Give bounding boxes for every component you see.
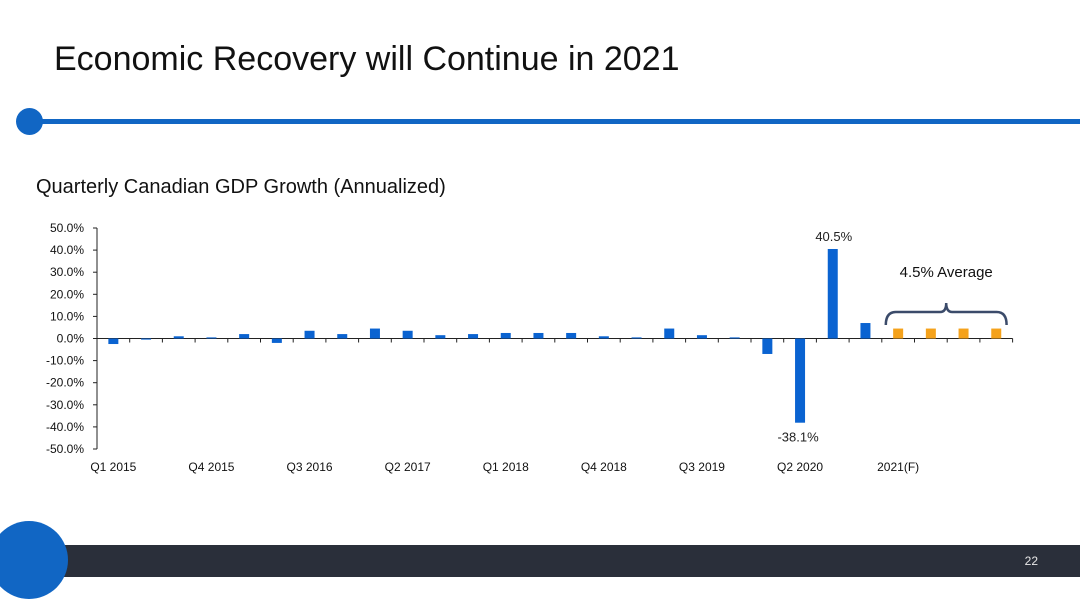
bar-actual bbox=[729, 337, 740, 339]
bar-actual bbox=[860, 323, 871, 339]
y-tick-label: 20.0% bbox=[50, 287, 84, 301]
gdp-bar-chart: 50.0% 40.0% 30.0% 20.0% 10.0% 0.0% -10.0% -20.0… bbox=[46, 221, 1014, 474]
data-label-q2-2020: -38.1% bbox=[777, 430, 819, 445]
y-tick-label: 30.0% bbox=[50, 265, 84, 279]
x-tick-label: Q4 2015 bbox=[188, 460, 234, 474]
y-tick-label: -10.0% bbox=[46, 354, 84, 368]
bar-actual bbox=[827, 248, 838, 339]
x-tick-label: Q1 2015 bbox=[90, 460, 136, 474]
bar-actual bbox=[795, 338, 806, 423]
y-tick-label: -30.0% bbox=[46, 398, 84, 412]
title-divider bbox=[30, 119, 1080, 124]
bar-actual bbox=[762, 338, 773, 354]
bar-forecast bbox=[893, 328, 904, 339]
data-label-q3-2020: 40.5% bbox=[815, 229, 852, 244]
bar-forecast bbox=[925, 328, 936, 339]
forecast-brace bbox=[884, 302, 1008, 326]
bar-actual bbox=[108, 338, 119, 345]
x-tick-label: Q2 2017 bbox=[385, 460, 431, 474]
forecast-annotation: 4.5% Average bbox=[900, 264, 993, 281]
bar-actual bbox=[239, 334, 250, 339]
bar-actual bbox=[500, 332, 511, 339]
x-tick-label: Q3 2016 bbox=[287, 460, 333, 474]
bar-actual bbox=[304, 330, 315, 339]
bar-actual bbox=[435, 335, 446, 339]
x-tick-label: Q2 2020 bbox=[777, 460, 823, 474]
chart-title: Quarterly Canadian GDP Growth (Annualize… bbox=[36, 176, 446, 198]
bar-actual bbox=[141, 338, 152, 340]
x-tick-label: Q1 2018 bbox=[483, 460, 529, 474]
bar-actual bbox=[369, 328, 380, 339]
bar-actual bbox=[664, 328, 675, 339]
y-tick-label: 50.0% bbox=[50, 221, 84, 235]
bar-forecast bbox=[991, 328, 1002, 339]
x-tick-label: Q4 2018 bbox=[581, 460, 627, 474]
bar-actual bbox=[598, 336, 609, 339]
bar-actual bbox=[468, 334, 479, 339]
page-number: 22 bbox=[1024, 554, 1038, 568]
x-tick-label: 2021(F) bbox=[877, 460, 919, 474]
footer-accent-circle bbox=[0, 521, 68, 599]
bar-actual bbox=[271, 338, 282, 343]
y-tick-label: -20.0% bbox=[46, 376, 84, 390]
title-accent-dot bbox=[16, 108, 43, 135]
slide-title: Economic Recovery will Continue in 2021 bbox=[54, 40, 680, 78]
bar-actual bbox=[402, 330, 413, 339]
bar-actual bbox=[631, 337, 642, 339]
y-tick-label: -40.0% bbox=[46, 420, 84, 434]
y-tick-label: -50.0% bbox=[46, 442, 84, 456]
bar-actual bbox=[566, 332, 577, 339]
bar-actual bbox=[173, 336, 184, 339]
y-tick-label: 10.0% bbox=[50, 309, 84, 323]
bar-actual bbox=[696, 335, 707, 339]
x-tick-label: Q3 2019 bbox=[679, 460, 725, 474]
footer-bar bbox=[40, 545, 1080, 577]
bar-actual bbox=[337, 334, 348, 339]
bar-actual bbox=[533, 332, 544, 339]
y-tick-label: 0.0% bbox=[57, 332, 85, 346]
bar-forecast bbox=[958, 328, 969, 339]
y-tick-label: 40.0% bbox=[50, 243, 84, 257]
bar-actual bbox=[206, 337, 217, 339]
